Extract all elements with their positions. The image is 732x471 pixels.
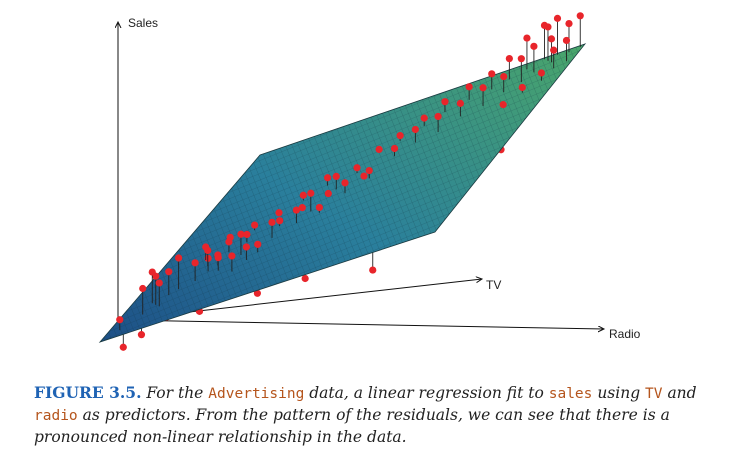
- caption-text-4: and: [662, 384, 697, 402]
- data-point: [411, 125, 419, 134]
- data-point: [332, 172, 340, 181]
- data-point: [550, 46, 558, 54]
- caption-code-advertising: Advertising: [208, 386, 305, 402]
- data-point: [369, 266, 377, 274]
- data-point: [299, 191, 307, 199]
- data-point: [465, 83, 473, 91]
- data-point: [191, 259, 199, 267]
- data-point: [228, 252, 236, 260]
- data-point: [324, 174, 332, 182]
- data-point: [139, 284, 147, 293]
- data-point: [353, 164, 361, 172]
- data-point: [254, 240, 262, 248]
- data-point: [562, 36, 571, 45]
- data-point: [276, 217, 284, 225]
- data-point: [365, 166, 373, 175]
- data-point: [275, 209, 283, 217]
- data-point: [292, 206, 300, 214]
- regression-3d-figure: Sales TV Radio: [98, 12, 641, 351]
- data-point: [479, 84, 487, 92]
- data-point: [137, 331, 146, 339]
- caption-text-1: For the: [141, 384, 209, 402]
- data-point: [298, 204, 306, 212]
- data-point: [540, 21, 549, 29]
- data-point: [396, 132, 404, 140]
- sales-axis-label: Sales: [128, 16, 158, 30]
- data-point: [441, 98, 449, 106]
- data-point: [523, 34, 531, 42]
- data-point: [488, 70, 496, 78]
- data-point: [537, 69, 546, 77]
- data-point: [204, 246, 212, 255]
- figure-caption: FIGURE 3.5. For the Advertising data, a …: [34, 382, 714, 448]
- points-above-plane: [116, 12, 584, 331]
- data-point: [243, 230, 251, 239]
- data-point: [175, 254, 183, 262]
- caption-code-radio: radio: [34, 408, 78, 424]
- data-point: [324, 189, 332, 198]
- data-point: [434, 112, 442, 121]
- data-point: [155, 279, 163, 287]
- caption-code-tv: TV: [645, 386, 663, 402]
- caption-text-2: data, a linear regression fit to: [304, 384, 549, 402]
- data-point: [420, 114, 428, 122]
- data-point: [116, 316, 124, 324]
- tv-axis-label: TV: [486, 278, 501, 292]
- data-point: [456, 99, 464, 107]
- data-point: [505, 54, 513, 63]
- data-point: [517, 55, 525, 63]
- data-point: [390, 144, 399, 153]
- data-point: [165, 268, 173, 276]
- radio-axis-label: Radio: [609, 327, 641, 341]
- data-point: [547, 35, 556, 43]
- data-point: [315, 203, 323, 212]
- data-point: [268, 218, 276, 226]
- data-point: [148, 268, 156, 276]
- figure-number: FIGURE 3.5.: [34, 383, 142, 402]
- regression-plane: [98, 43, 587, 343]
- data-point: [500, 72, 508, 81]
- data-point: [375, 145, 383, 153]
- data-point: [251, 221, 259, 229]
- data-point: [225, 238, 233, 246]
- data-point: [530, 42, 538, 50]
- radio-axis: [117, 319, 604, 329]
- data-point: [237, 230, 245, 238]
- caption-code-sales: sales: [548, 386, 593, 402]
- data-point: [360, 172, 368, 180]
- data-point: [301, 274, 309, 283]
- data-point: [518, 83, 526, 92]
- data-point: [242, 243, 250, 251]
- data-point: [307, 189, 315, 197]
- data-point: [341, 179, 349, 187]
- data-point: [119, 343, 127, 351]
- data-point: [576, 12, 584, 20]
- data-point: [253, 289, 261, 297]
- data-point: [553, 14, 562, 22]
- caption-text-3: using: [592, 384, 646, 402]
- caption-text-5: as predictors. From the pattern of the r…: [34, 406, 670, 446]
- data-point: [499, 101, 507, 109]
- data-point: [565, 19, 573, 28]
- data-point: [214, 254, 222, 262]
